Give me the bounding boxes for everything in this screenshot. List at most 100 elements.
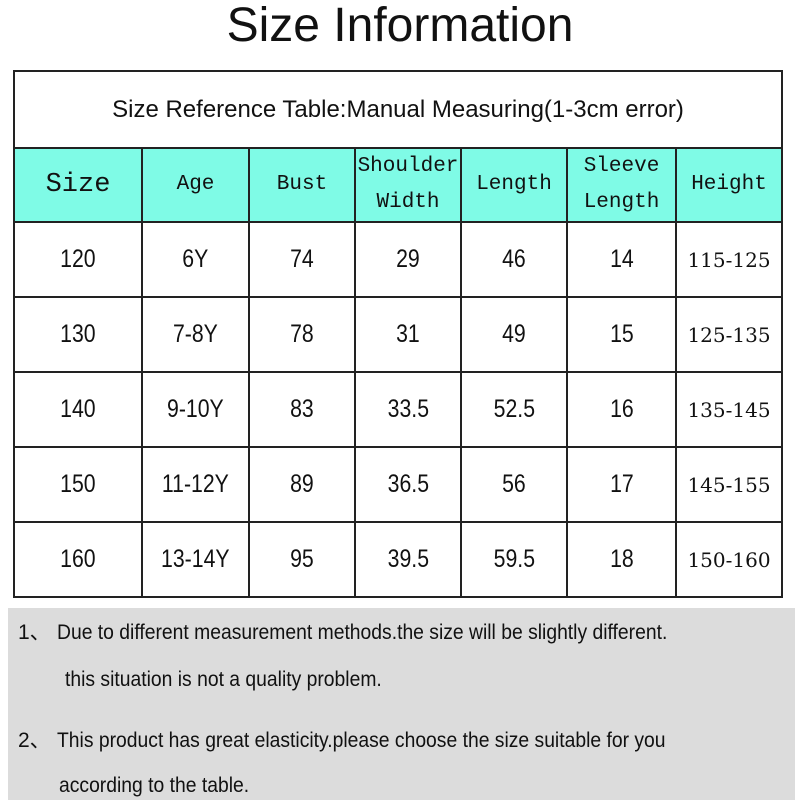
table-cell: 6Y	[141, 221, 250, 298]
cell-value: 140	[60, 395, 96, 423]
cell-value: 74	[290, 245, 314, 273]
cell-value: 36.5	[387, 470, 429, 498]
cell-value: 49	[502, 320, 526, 348]
cell-value: 7-8Y	[173, 320, 218, 348]
cell-value: 56	[502, 470, 526, 498]
note-number: 2、	[18, 729, 51, 752]
cell-value: 15	[609, 320, 634, 348]
table-cell: 135-145	[674, 371, 784, 448]
column-header-label: Height	[691, 173, 767, 196]
notes-panel: 1、 Due to different measurement methods.…	[8, 608, 795, 800]
note-2: 2、 This product has great elasticity.ple…	[18, 724, 718, 754]
table-row: 130 7-8Y 78 31 49 15 125-135	[13, 296, 784, 373]
cell-value: 17	[609, 470, 634, 498]
table-cell: 31	[354, 296, 462, 373]
note-1-continued: this situation is not a quality problem.	[65, 668, 409, 692]
table-caption: Size Reference Table:Manual Measuring(1-…	[12, 70, 784, 149]
column-header-label: Age	[176, 173, 215, 196]
table-cell: 11-12Y	[141, 446, 250, 523]
table-cell: 49	[460, 296, 568, 373]
cell-value: 18	[609, 545, 634, 573]
cell-value: 46	[502, 245, 526, 273]
table-cell: 78	[248, 296, 356, 373]
table-cell: 89	[248, 446, 356, 523]
column-header: Shoulder Width	[354, 147, 462, 223]
table-row: 140 9-10Y 83 33.5 52.5 16 135-145	[13, 371, 784, 448]
cell-value: 83	[290, 395, 314, 423]
table-cell: 29	[354, 221, 462, 298]
table-cell: 36.5	[354, 446, 462, 523]
cell-value: 89	[290, 470, 314, 498]
cell-value: 115-125	[687, 247, 771, 272]
cell-value: 150-160	[687, 547, 771, 572]
cell-value: 6Y	[182, 245, 209, 273]
table-cell: 95	[248, 521, 356, 598]
table-cell: 56	[460, 446, 568, 523]
cell-value: 29	[396, 245, 420, 273]
cell-value: 125-135	[687, 322, 771, 347]
column-header-label: Length	[476, 173, 552, 196]
table-cell: 33.5	[354, 371, 462, 448]
column-header-label: Shoulder	[357, 155, 459, 178]
table-cell: 120	[13, 221, 143, 298]
cell-value: 145-155	[687, 472, 771, 497]
cell-value: 78	[290, 320, 314, 348]
table-cell: 145-155	[674, 446, 784, 523]
table-cell: 130	[13, 296, 143, 373]
table-cell: 150-160	[674, 521, 784, 598]
cell-value: 39.5	[387, 545, 429, 573]
cell-value: 160	[60, 545, 96, 573]
column-header: Age	[141, 147, 250, 223]
note-text: according to the table.	[59, 774, 250, 797]
note-1: 1、 Due to different measurement methods.…	[18, 616, 720, 646]
table-cell: 39.5	[354, 521, 462, 598]
table-cell: 9-10Y	[141, 371, 250, 448]
column-header: Bust	[248, 147, 356, 223]
column-header: Length	[460, 147, 568, 223]
note-text: this situation is not a quality problem.	[65, 668, 382, 691]
page-title: Size Information	[226, 0, 574, 52]
cell-value: 52.5	[493, 395, 535, 423]
table-cell: 46	[460, 221, 568, 298]
cell-value: 33.5	[387, 395, 429, 423]
note-2-continued: according to the table.	[59, 774, 266, 798]
column-header: Size	[13, 147, 143, 223]
table-cell: 15	[566, 296, 677, 373]
table-cell: 7-8Y	[141, 296, 250, 373]
table-cell: 16	[566, 371, 677, 448]
note-text: Due to different measurement methods.the…	[56, 621, 667, 644]
table-cell: 83	[248, 371, 356, 448]
column-header-label: Width	[376, 191, 440, 214]
cell-value: 95	[290, 545, 314, 573]
table-cell: 115-125	[674, 221, 784, 298]
table-cell: 18	[566, 521, 677, 598]
table-row: 150 11-12Y 89 36.5 56 17 145-155	[13, 446, 784, 523]
table-cell: 74	[248, 221, 356, 298]
cell-value: 16	[609, 395, 634, 423]
table-cell: 13-14Y	[141, 521, 250, 598]
note-number: 1、	[18, 621, 51, 644]
cell-value: 150	[60, 470, 96, 498]
column-header-label: Bust	[276, 173, 328, 196]
table-cell: 125-135	[674, 296, 784, 373]
header-row: Size Age Bust Shoulder Width Length Sleeve Leng…	[13, 147, 784, 223]
cell-value: 130	[60, 320, 96, 348]
cell-value: 11-12Y	[162, 470, 229, 498]
cell-value: 31	[396, 320, 420, 348]
cell-value: 135-145	[687, 397, 771, 422]
column-header-label: Length	[583, 191, 660, 214]
column-header: Height	[674, 147, 784, 223]
column-header-label: Size	[45, 170, 111, 200]
table-row: 120 6Y 74 29 46 14 115-125	[13, 221, 784, 298]
cell-value: 13-14Y	[161, 545, 230, 573]
note-text: This product has great elasticity.please…	[56, 729, 666, 752]
cell-value: 9-10Y	[167, 395, 224, 423]
size-table: Size Reference Table:Manual Measuring(1-…	[12, 70, 784, 598]
table-row: 160 13-14Y 95 39.5 59.5 18 150-160	[13, 521, 784, 598]
cell-value: 14	[609, 245, 634, 273]
cell-value: 120	[60, 245, 96, 273]
table-cell: 17	[566, 446, 677, 523]
table-cell: 160	[13, 521, 143, 598]
cell-value: 59.5	[493, 545, 535, 573]
table-cell: 140	[13, 371, 143, 448]
